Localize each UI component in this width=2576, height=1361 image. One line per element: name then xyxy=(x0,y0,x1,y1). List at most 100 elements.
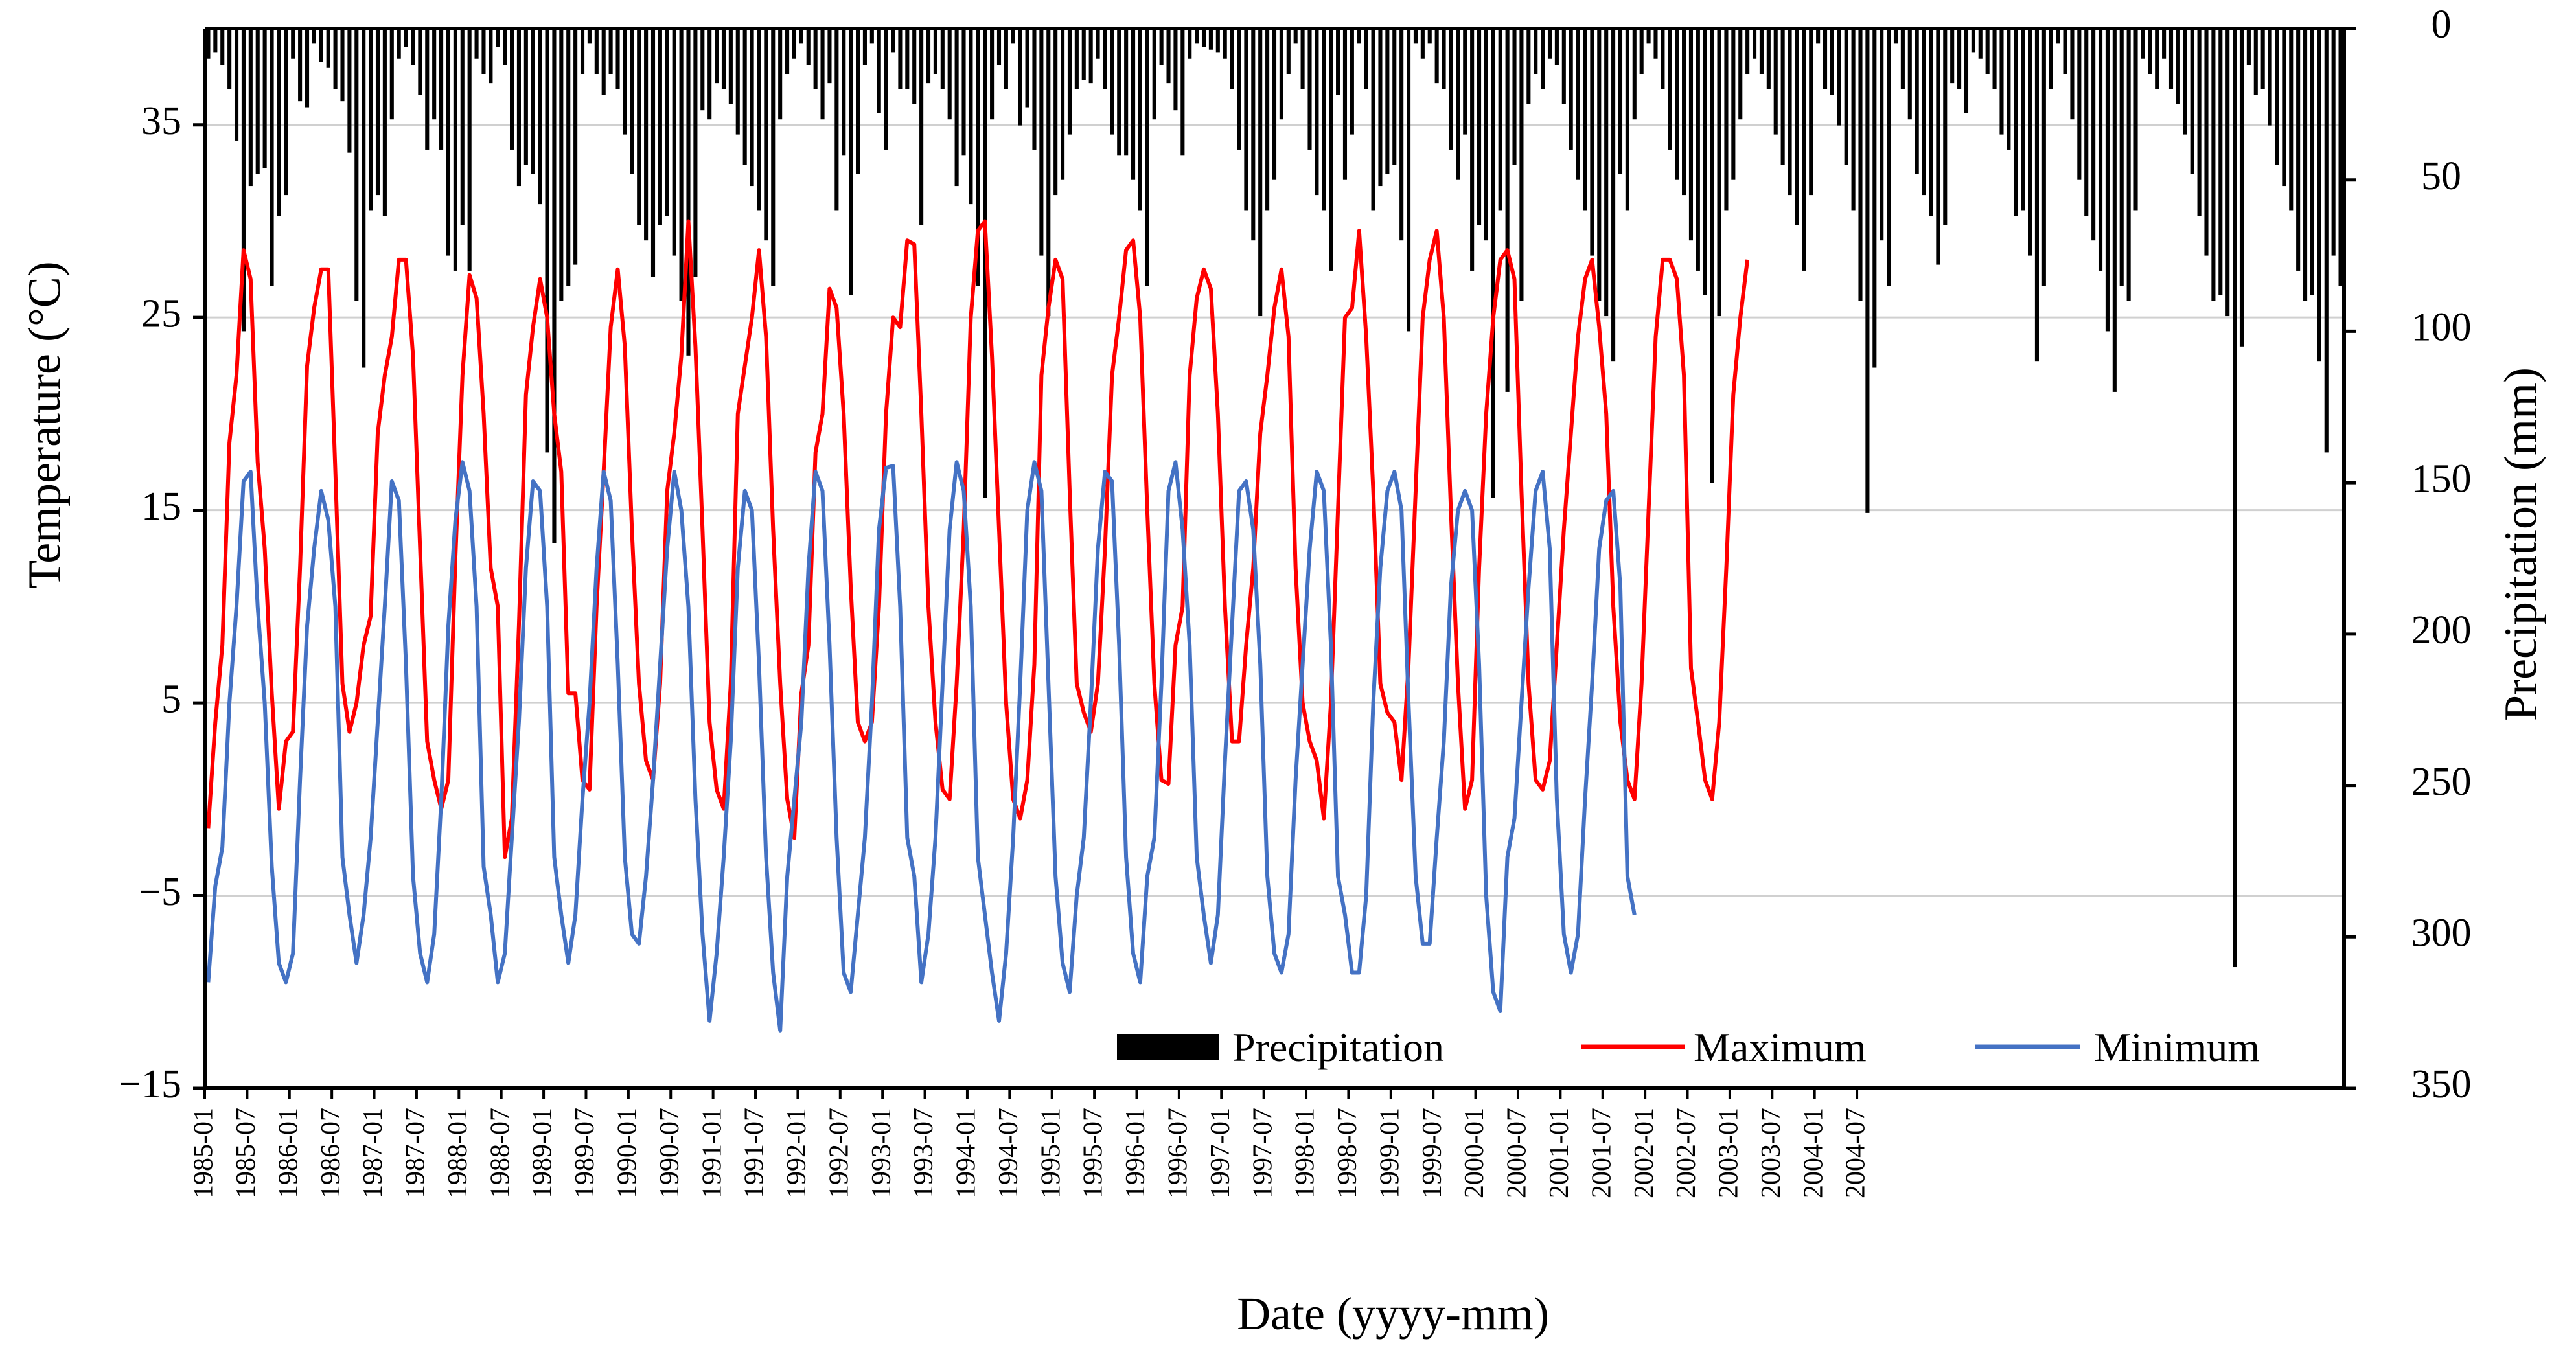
precipitation-bar xyxy=(1675,29,1679,180)
x-tick-label: 1991-07 xyxy=(740,1108,770,1198)
precipitation-bar xyxy=(552,29,557,543)
precipitation-bar xyxy=(650,29,656,277)
precipitation-bar xyxy=(877,29,881,113)
precipitation-bar xyxy=(397,29,401,59)
precipitation-bar xyxy=(1081,29,1086,80)
x-tick-label: 2001-01 xyxy=(1545,1108,1574,1198)
precipitation-bar xyxy=(764,29,768,241)
precipitation-bar xyxy=(1788,29,1792,196)
precipitation-bar xyxy=(1145,29,1149,286)
right-y-ticks: 0 50 100 150 200 250 300 350 xyxy=(2344,3,2472,1106)
precipitation-bar xyxy=(411,29,415,65)
precipitation-bar xyxy=(1258,29,1263,317)
x-tick-label: 1992-01 xyxy=(782,1108,812,1198)
precipitation-bar xyxy=(2112,29,2117,392)
precipitation-bar xyxy=(658,29,662,225)
precipitation-bar xyxy=(1766,29,1771,89)
precipitation-bar xyxy=(912,29,917,104)
precipitation-bar xyxy=(2014,29,2018,216)
precipitation-bar xyxy=(1385,29,1390,174)
gridlines xyxy=(205,124,2344,897)
precipitation-bar xyxy=(1265,29,1270,211)
precipitation-bar xyxy=(1032,29,1037,150)
precipitation-bar xyxy=(961,29,966,156)
precipitation-bar xyxy=(1992,29,1997,89)
precipitation-bar xyxy=(389,29,394,120)
precipitation-bar xyxy=(1407,29,1411,332)
x-tick-label: 1995-07 xyxy=(1079,1108,1109,1198)
precipitation-bar xyxy=(277,29,281,216)
precipitation-bar xyxy=(905,29,910,89)
precipitation-bar xyxy=(1159,29,1164,65)
precipitation-bar xyxy=(2049,29,2053,89)
precipitation-bar xyxy=(2007,29,2011,150)
precipitation-bar xyxy=(1682,29,1686,196)
precipitation-bar xyxy=(2282,29,2286,187)
precipitation-bar xyxy=(2275,29,2279,165)
precipitation-bar xyxy=(1957,29,1962,89)
precipitation-bar xyxy=(460,29,465,225)
precipitation-bar xyxy=(1929,29,1933,216)
x-tick-label: 1997-07 xyxy=(1248,1108,1278,1198)
precipitation-bar xyxy=(1922,29,1926,196)
precipitation-bar xyxy=(884,29,888,150)
x-tick-label: 1985-01 xyxy=(189,1108,219,1198)
x-tick-label: 1999-07 xyxy=(1418,1108,1447,1198)
precipitation-bar xyxy=(1703,29,1707,295)
precipitation-bar xyxy=(827,29,832,84)
precipitation-bar xyxy=(1816,29,1821,44)
precipitation-bar xyxy=(644,29,649,241)
x-tick-label: 1986-01 xyxy=(273,1108,303,1198)
precipitation-bar xyxy=(715,29,719,84)
precipitation-bar xyxy=(1534,29,1538,74)
precipitation-bar xyxy=(1117,29,1121,156)
precipitation-bar xyxy=(969,29,973,205)
precipitation-bar xyxy=(523,29,528,165)
precipitation-bar xyxy=(1907,29,1912,120)
precipitation-bar xyxy=(933,29,937,74)
right-tick-label: 250 xyxy=(2411,760,2472,804)
precipitation-bar xyxy=(1025,29,1029,108)
precipitation-bar xyxy=(792,29,797,59)
precipitation-bar xyxy=(1738,29,1743,120)
precipitation-bar xyxy=(1526,29,1531,104)
precipitation-bar xyxy=(1583,29,1587,211)
precipitation-bar xyxy=(1639,29,1644,74)
precipitation-bar xyxy=(2056,29,2060,44)
precipitation-bar xyxy=(806,29,811,65)
x-tick-label: 1994-01 xyxy=(952,1108,982,1198)
precipitation-bar xyxy=(869,29,874,44)
precipitation-bar xyxy=(2268,29,2272,126)
precipitation-bar xyxy=(1307,29,1312,150)
precipitation-bar xyxy=(2211,29,2216,301)
precipitation-bar xyxy=(813,29,818,89)
precipitation-bar xyxy=(1152,29,1156,120)
precipitation-bar xyxy=(1413,29,1418,44)
x-tick-label: 1993-01 xyxy=(867,1108,897,1198)
left-tick-label: −15 xyxy=(119,1062,181,1106)
precipitation-bar xyxy=(665,29,669,216)
precipitation-bar xyxy=(559,29,564,301)
left-y-ticks: 35 25 15 5 −5 −15 xyxy=(119,99,205,1106)
precipitation-bar xyxy=(1900,29,1905,89)
precipitation-bar xyxy=(1053,29,1058,196)
precipitation-bar xyxy=(1795,29,1799,225)
precipitation-bar xyxy=(1286,29,1291,74)
precipitation-bar xyxy=(983,29,987,498)
x-tick-label: 1990-01 xyxy=(613,1108,643,1198)
x-tick-label: 1992-07 xyxy=(824,1108,854,1198)
x-tick-label: 1991-01 xyxy=(697,1108,727,1198)
precipitation-bar xyxy=(1449,29,1453,150)
precipitation-bar xyxy=(1399,29,1404,241)
x-tick-label: 1989-07 xyxy=(570,1108,600,1198)
precipitation-bar xyxy=(1018,29,1022,126)
precipitation-bar xyxy=(375,29,380,196)
precipitation-bar xyxy=(1554,29,1559,65)
precipitation-bar xyxy=(1936,29,1940,265)
legend-swatch-precipitation xyxy=(1117,1034,1219,1060)
precipitation-bar xyxy=(1173,29,1178,111)
legend-label-minimum: Minimum xyxy=(2094,1024,2260,1070)
precipitation-bar xyxy=(474,29,479,59)
precipitation-bar xyxy=(1195,29,1199,44)
precipitation-bar xyxy=(1420,29,1425,59)
